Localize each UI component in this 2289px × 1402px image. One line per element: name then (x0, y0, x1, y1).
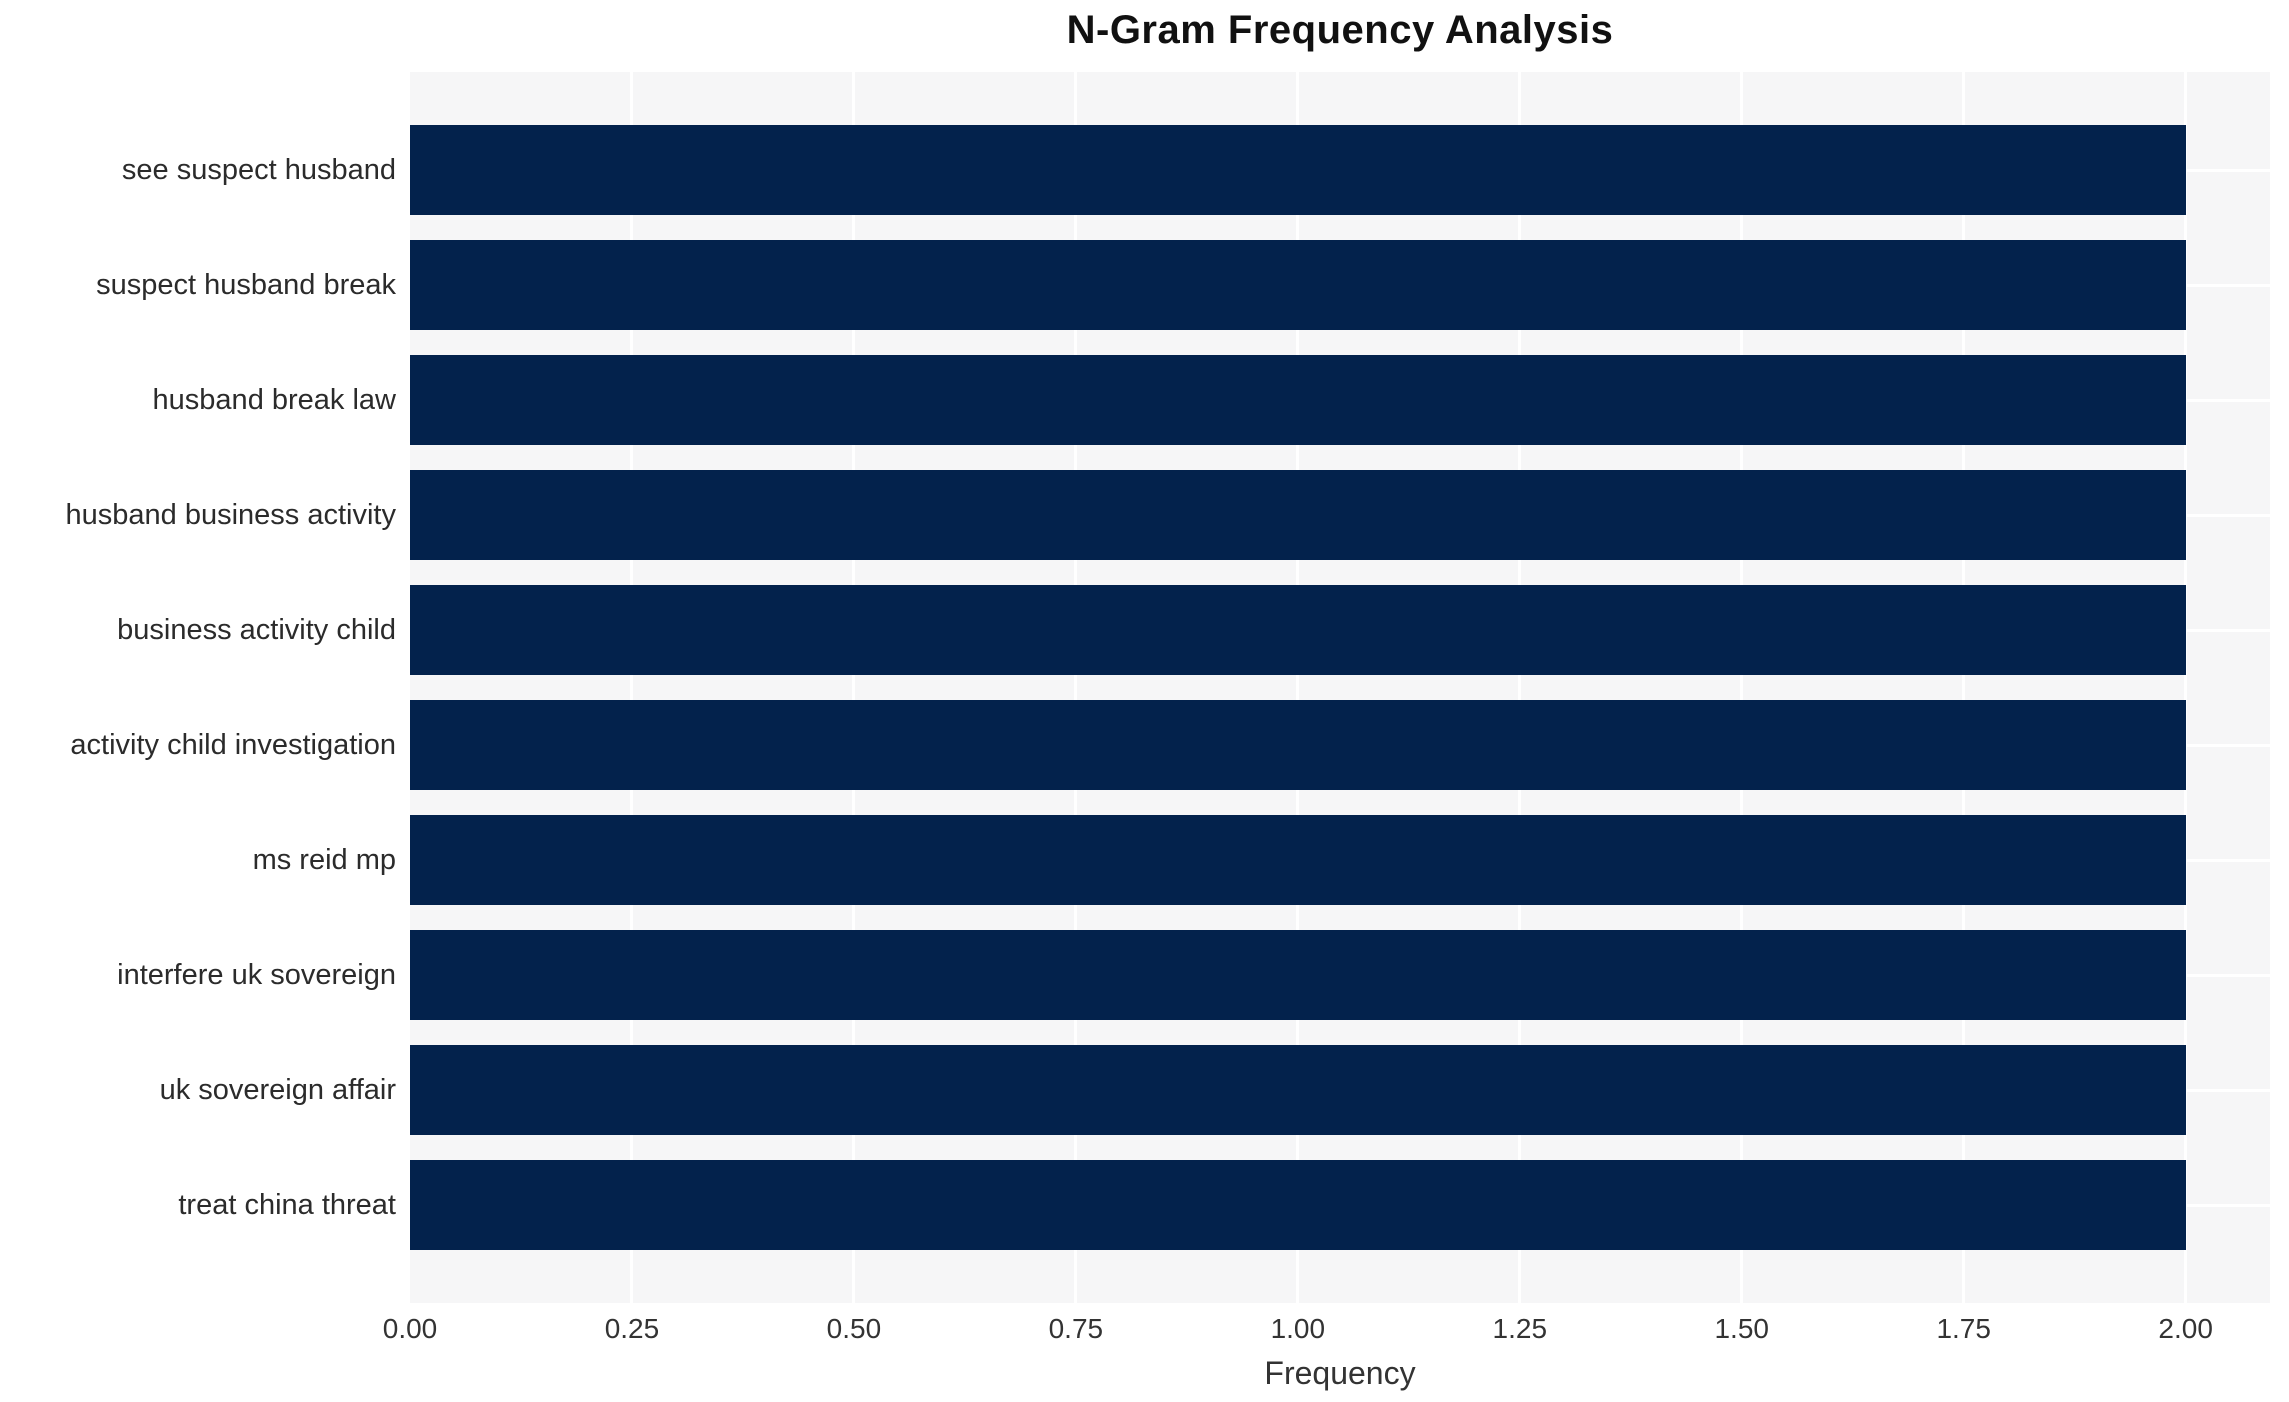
bar (410, 355, 2186, 445)
y-tick-label: husband break law (152, 384, 396, 416)
y-tick-label: treat china threat (178, 1189, 396, 1221)
x-tick-label: 1.50 (1714, 1313, 1769, 1344)
x-tick-label: 1.25 (1492, 1313, 1548, 1344)
x-tick-label: 0.50 (826, 1313, 882, 1344)
y-axis-labels: see suspect husband suspect husband break… (0, 72, 396, 1303)
bar (410, 815, 2186, 905)
x-tick-label: 0.00 (382, 1313, 438, 1344)
vertical-gridline (1074, 72, 1078, 1303)
bar (410, 1160, 2186, 1250)
x-tick-label: 1.75 (1936, 1313, 1991, 1344)
plot-area (410, 72, 2270, 1303)
bar (410, 585, 2186, 675)
y-tick-label: uk sovereign affair (159, 1074, 396, 1106)
bar (410, 700, 2186, 790)
x-tick-label: 0.75 (1048, 1313, 1104, 1344)
y-tick-label: suspect husband break (96, 269, 396, 301)
x-axis-ticks: 0.00 0.25 0.50 0.75 1.00 1.25 1.50 1.75 2.00 (383, 1313, 2270, 1353)
vertical-gridline (630, 72, 634, 1303)
x-tick-label: 0.25 (604, 1313, 660, 1344)
x-tick-label: 1.00 (1270, 1313, 1326, 1344)
vertical-gridline (1962, 72, 1966, 1303)
y-tick-label: husband business activity (65, 499, 396, 531)
y-tick-label: see suspect husband (121, 154, 396, 186)
vertical-gridline (1740, 72, 1744, 1303)
y-tick-label: business activity child (117, 614, 396, 646)
bar (410, 125, 2186, 215)
bar (410, 240, 2186, 330)
x-tick-label: 2.00 (2158, 1313, 2213, 1344)
vertical-gridline (852, 72, 856, 1303)
bar (410, 930, 2186, 1020)
vertical-gridline (1296, 72, 1300, 1303)
y-tick-label: interfere uk sovereign (117, 959, 396, 991)
bar (410, 470, 2186, 560)
x-axis-label: Frequency (1264, 1355, 1416, 1391)
y-tick-label: activity child investigation (70, 729, 396, 761)
y-tick-label: ms reid mp (252, 844, 396, 876)
vertical-gridline (1518, 72, 1522, 1303)
vertical-gridline (2184, 72, 2188, 1303)
chart-title: N-Gram Frequency Analysis (1066, 8, 1614, 52)
bar (410, 1045, 2186, 1135)
